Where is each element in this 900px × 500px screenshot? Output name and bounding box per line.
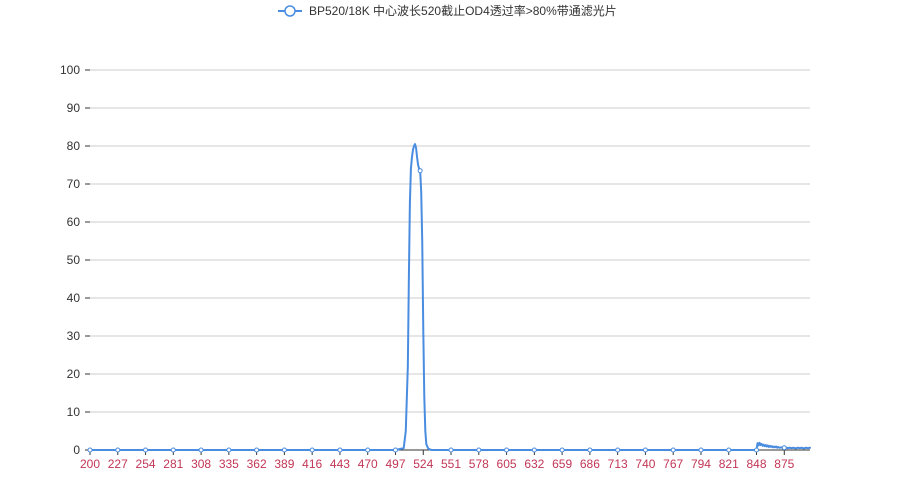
data-point[interactable] xyxy=(504,447,510,453)
y-tick-label: 60 xyxy=(67,215,81,229)
x-tick-label: 767 xyxy=(663,457,683,471)
data-point[interactable] xyxy=(309,447,315,453)
x-tick-label: 848 xyxy=(746,457,766,471)
x-tick-label: 605 xyxy=(497,457,517,471)
x-tick-label: 875 xyxy=(774,457,794,471)
axes xyxy=(85,69,810,455)
data-point[interactable] xyxy=(559,447,565,453)
x-tick-label: 686 xyxy=(580,457,600,471)
y-tick-label: 50 xyxy=(67,253,81,267)
data-point[interactable] xyxy=(698,447,704,453)
x-tick-label: 254 xyxy=(136,457,156,471)
x-tick-label: 200 xyxy=(80,457,100,471)
y-tick-label: 70 xyxy=(67,177,81,191)
data-point[interactable] xyxy=(670,447,676,453)
x-tick-label: 821 xyxy=(719,457,739,471)
y-tick-label: 10 xyxy=(67,405,81,419)
x-tick-label: 389 xyxy=(274,457,294,471)
y-tick-label: 80 xyxy=(67,139,81,153)
data-point[interactable] xyxy=(365,447,371,453)
x-tick-label: 416 xyxy=(302,457,322,471)
x-tick-label: 794 xyxy=(691,457,711,471)
series-layer xyxy=(87,143,811,453)
data-point[interactable] xyxy=(87,447,93,453)
x-tick-label: 740 xyxy=(635,457,655,471)
x-tick-label: 470 xyxy=(358,457,378,471)
data-point[interactable] xyxy=(170,447,176,453)
x-tick-label: 443 xyxy=(330,457,350,471)
data-point[interactable] xyxy=(417,168,423,174)
legend[interactable]: BP520/18K 中心波长520截止OD4透过率>80%带通滤光片 xyxy=(278,3,617,18)
y-tick-label: 0 xyxy=(73,443,80,457)
grid-lines xyxy=(90,69,810,413)
x-tick-labels: 200 227 254 281 308 335 362 389 416 443 470 497 524 5… xyxy=(80,457,795,471)
x-tick-label: 362 xyxy=(247,457,267,471)
data-point[interactable] xyxy=(476,447,482,453)
x-tick-label: 335 xyxy=(219,457,239,471)
data-point[interactable] xyxy=(587,447,593,453)
data-point[interactable] xyxy=(226,447,232,453)
y-tick-label: 20 xyxy=(67,367,81,381)
y-tick-label: 100 xyxy=(60,63,80,77)
data-point[interactable] xyxy=(726,447,732,453)
x-tick-label: 659 xyxy=(552,457,572,471)
data-point[interactable] xyxy=(115,447,121,453)
x-tick-label: 281 xyxy=(163,457,183,471)
x-tick-label: 497 xyxy=(385,457,405,471)
series-line xyxy=(89,143,811,451)
data-point[interactable] xyxy=(337,447,343,453)
data-point[interactable] xyxy=(642,447,648,453)
x-tick-label: 632 xyxy=(524,457,544,471)
data-point[interactable] xyxy=(281,447,287,453)
data-point[interactable] xyxy=(531,447,537,453)
y-tick-labels: 0 10 20 30 40 50 60 70 80 90 100 xyxy=(60,63,80,457)
data-point[interactable] xyxy=(143,447,149,453)
data-point[interactable] xyxy=(254,447,260,453)
y-tick-label: 90 xyxy=(67,101,81,115)
x-tick-label: 551 xyxy=(441,457,461,471)
y-tick-label: 40 xyxy=(67,291,81,305)
x-tick-label: 524 xyxy=(413,457,433,471)
data-point[interactable] xyxy=(754,447,760,453)
data-point[interactable] xyxy=(448,447,454,453)
data-point[interactable] xyxy=(392,447,398,453)
y-tick-label: 30 xyxy=(67,329,81,343)
legend-circle-icon xyxy=(284,5,296,17)
x-tick-label: 227 xyxy=(108,457,128,471)
x-tick-label: 578 xyxy=(469,457,489,471)
data-point[interactable] xyxy=(198,447,204,453)
x-tick-label: 308 xyxy=(191,457,211,471)
x-tick-label: 713 xyxy=(608,457,628,471)
data-point[interactable] xyxy=(615,447,621,453)
legend-label: BP520/18K 中心波长520截止OD4透过率>80%带通滤光片 xyxy=(309,3,617,18)
data-point[interactable] xyxy=(781,445,787,451)
